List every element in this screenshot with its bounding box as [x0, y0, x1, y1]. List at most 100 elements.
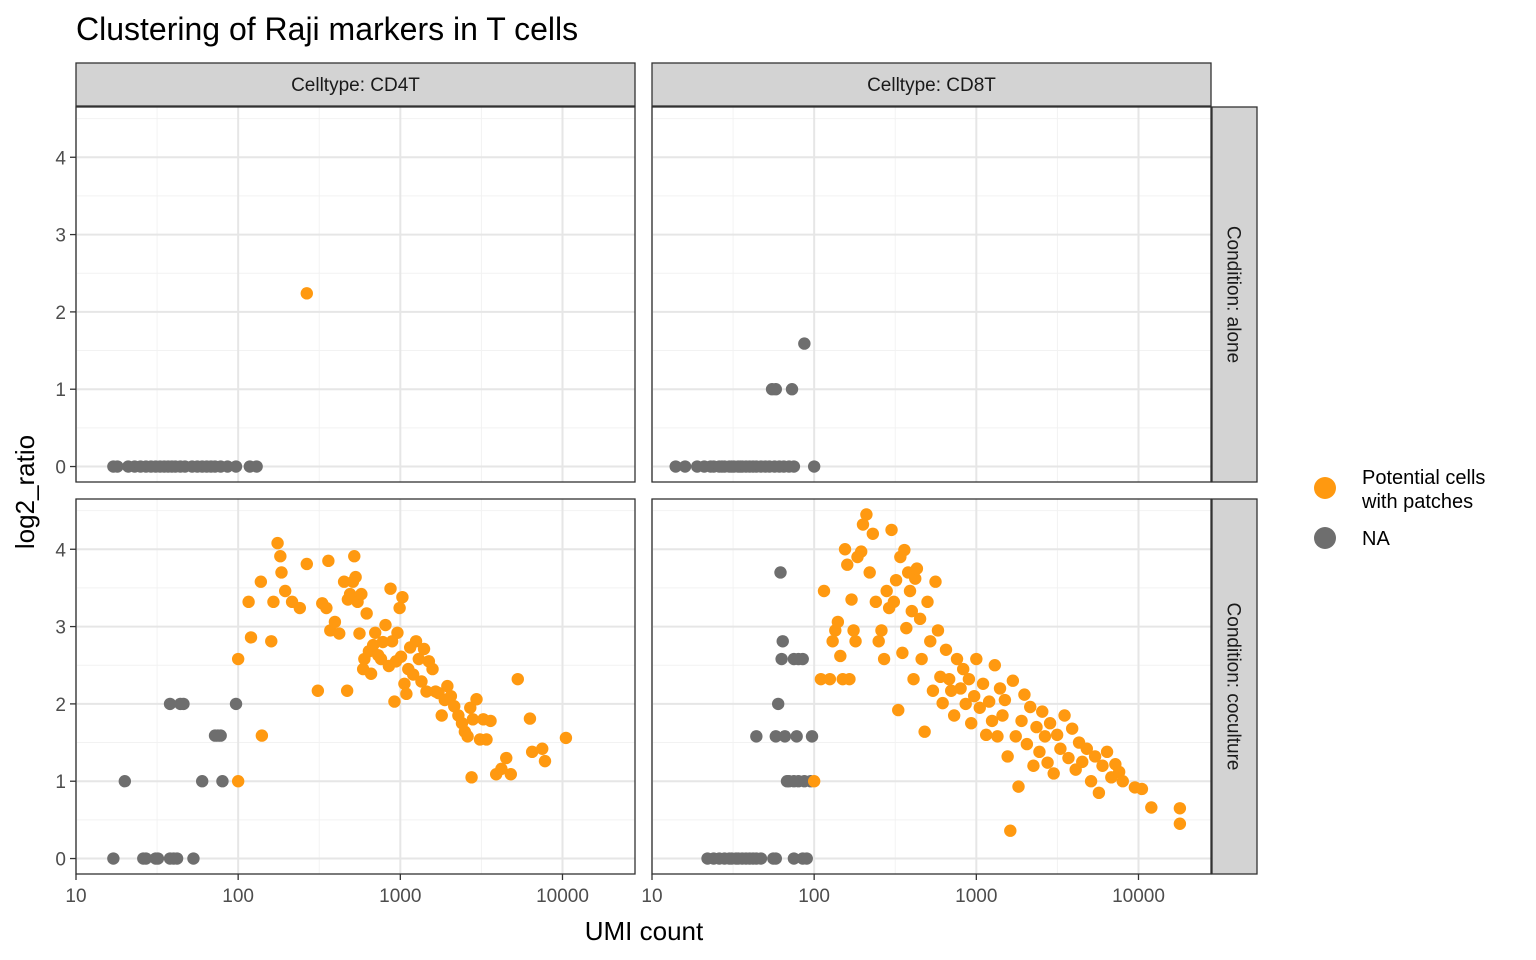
- na-point: [177, 697, 190, 711]
- potential-point: [998, 693, 1012, 707]
- potential-point: [1173, 817, 1187, 830]
- potential-point: [900, 621, 913, 635]
- potential-point: [353, 627, 366, 640]
- potential-point: [349, 570, 362, 584]
- potential-point: [369, 626, 382, 639]
- potential-point: [945, 684, 958, 697]
- na-point: [678, 460, 692, 473]
- na-point: [118, 775, 132, 788]
- potential-point: [536, 742, 549, 755]
- potential-point: [511, 672, 524, 686]
- potential-point: [500, 751, 513, 765]
- potential-point: [1096, 759, 1109, 772]
- panel-background: [652, 107, 1211, 482]
- potential-point: [1001, 750, 1014, 763]
- potential-point: [426, 662, 439, 676]
- panel-border: [75, 498, 636, 875]
- potential-point: [872, 635, 885, 648]
- potential-point: [464, 701, 477, 714]
- potential-point: [913, 612, 927, 626]
- na-point: [778, 730, 792, 743]
- potential-point: [926, 684, 940, 697]
- potential-point: [854, 545, 868, 558]
- potential-point: [898, 543, 911, 557]
- potential-point: [254, 575, 268, 588]
- potential-point: [973, 701, 986, 714]
- potential-point: [267, 595, 280, 609]
- potential-point: [441, 679, 454, 693]
- potential-point: [875, 624, 888, 637]
- potential-point: [384, 582, 397, 595]
- potential-point: [1015, 714, 1028, 728]
- potential-point: [348, 550, 361, 563]
- potential-point: [1054, 742, 1067, 755]
- row-strip-label: Condition: alone: [1223, 226, 1244, 363]
- potential-point: [1058, 709, 1071, 722]
- potential-point: [1173, 802, 1187, 815]
- column-strip: [651, 62, 1212, 107]
- potential-point: [328, 615, 342, 629]
- potential-point: [1088, 750, 1102, 763]
- na-point: [229, 697, 243, 711]
- na-point: [787, 460, 801, 473]
- panel-border: [651, 106, 1212, 483]
- potential-point: [856, 518, 870, 531]
- potential-point: [965, 717, 978, 730]
- potential-point: [970, 652, 983, 666]
- potential-point: [293, 601, 307, 615]
- na-point: [195, 775, 209, 788]
- potential-point: [929, 575, 942, 588]
- legend-potential-marker: [1314, 477, 1336, 499]
- potential-point: [393, 601, 406, 615]
- potential-point: [1018, 688, 1031, 701]
- na-point: [800, 852, 813, 865]
- potential-point: [905, 604, 918, 618]
- potential-point: [814, 672, 828, 686]
- na-point: [187, 852, 200, 865]
- potential-point: [466, 713, 480, 726]
- potential-point: [939, 643, 953, 656]
- panel-1-0: [651, 106, 1212, 483]
- potential-point: [936, 696, 949, 710]
- na-point: [750, 730, 763, 743]
- potential-point: [231, 775, 245, 788]
- potential-point: [388, 695, 401, 708]
- potential-point: [379, 618, 392, 632]
- potential-point: [1100, 745, 1114, 759]
- potential-point: [807, 775, 821, 788]
- na-point: [798, 337, 811, 350]
- potential-point: [1145, 801, 1158, 814]
- chart-title: Clustering of Raji markers in T cells: [76, 11, 578, 47]
- panel-background: [76, 107, 635, 482]
- potential-point: [300, 287, 313, 300]
- na-point: [250, 460, 263, 473]
- potential-point: [979, 728, 993, 742]
- potential-point: [1004, 824, 1017, 837]
- x-tick-label: 100: [798, 886, 830, 907]
- potential-point: [333, 627, 346, 640]
- potential-point: [504, 768, 517, 781]
- x-tick-label: 10000: [536, 886, 589, 907]
- potential-point: [417, 642, 431, 656]
- potential-point: [1038, 730, 1052, 743]
- potential-point: [996, 709, 1009, 722]
- potential-point: [1012, 780, 1025, 793]
- potential-point: [957, 662, 970, 676]
- potential-point: [845, 593, 858, 606]
- potential-point: [1092, 786, 1106, 800]
- na-point: [771, 697, 785, 711]
- legend-label: NA: [1362, 528, 1390, 550]
- potential-point: [1116, 775, 1129, 788]
- potential-point: [1080, 742, 1093, 755]
- na-point: [775, 652, 788, 666]
- na-point: [805, 730, 819, 743]
- na-point: [170, 852, 184, 865]
- potential-point: [394, 650, 408, 663]
- potential-point: [1062, 751, 1075, 765]
- potential-point: [1065, 722, 1079, 735]
- potential-point: [976, 677, 990, 690]
- potential-point: [889, 573, 903, 587]
- row-strip: [1211, 106, 1258, 483]
- na-point: [790, 730, 803, 743]
